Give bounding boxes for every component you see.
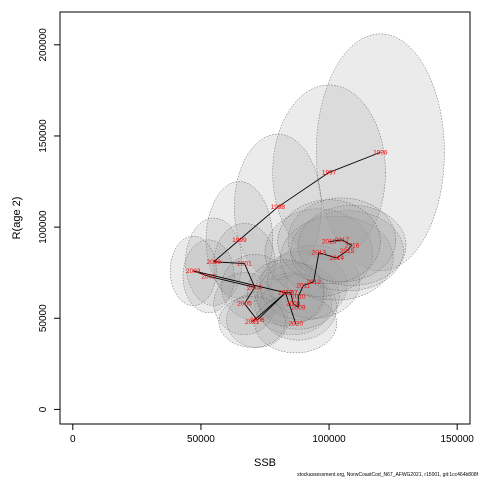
year-label-2012: 2012: [306, 279, 321, 286]
y-axis: 0 50000 100000 150000 200000: [38, 28, 61, 412]
footer-credit: stockassessment.org, NorwCoastCod_N67_AF…: [297, 472, 478, 478]
segment-2012-2013: [313, 252, 320, 282]
segment-2014-2015: [336, 250, 348, 259]
y-tick-label: 150000: [38, 119, 49, 153]
year-label-2009: 2009: [291, 304, 306, 311]
year-label-2017: 2017: [335, 237, 350, 244]
segment-2015-2016: [346, 245, 353, 252]
year-label-2007: 2007: [283, 290, 298, 297]
year-label-2000: 2000: [207, 259, 222, 266]
year-label-2005: 2005: [237, 301, 252, 308]
segment-2008-2009: [292, 303, 299, 308]
segment-2002-2004: [208, 275, 255, 288]
y-axis-title: R(age 2): [11, 197, 23, 240]
trajectory-lines: [193, 151, 381, 324]
y-tick-label: 200000: [38, 28, 49, 62]
segment-2019-2020: [285, 292, 297, 324]
segment-1996-1997: [328, 151, 381, 173]
segment-2003-2019: [193, 270, 286, 294]
x-tick-label: 0: [70, 434, 76, 445]
segment-2021-2019: [251, 292, 286, 323]
year-label-2014: 2014: [330, 255, 345, 262]
y-tick-label: 50000: [38, 304, 49, 332]
year-label-2020: 2020: [289, 321, 304, 328]
confidence-ellipses: [169, 33, 445, 354]
segment-2001-2004: [244, 263, 256, 288]
x-axis: 0 50000 100000 150000: [70, 423, 475, 445]
year-label-2003: 2003: [186, 268, 201, 275]
segment-2007-2008: [290, 292, 294, 304]
year-label-1997: 1997: [322, 169, 337, 176]
year-label-2018: 2018: [322, 239, 337, 246]
year-label-1999: 1999: [232, 237, 247, 244]
segment-1998-1999: [239, 206, 279, 241]
segment-2013-2014: [318, 252, 337, 259]
year-label-1998: 1998: [271, 204, 286, 211]
segment-2004-2005: [244, 287, 256, 304]
year-label-2021: 2021: [245, 319, 260, 326]
year-label-2015: 2015: [340, 248, 355, 255]
segment-1997-1998: [277, 172, 330, 208]
x-axis-title: SSB: [254, 457, 276, 469]
segment-2011-2012: [303, 281, 314, 286]
x-tick-label: 150000: [441, 434, 475, 445]
year-label-2001: 2001: [237, 261, 252, 268]
y-tick-label: 100000: [38, 210, 49, 244]
segment-2016-2017: [341, 239, 353, 246]
y-tick-label: 0: [38, 406, 49, 412]
segment-1999-2000: [213, 239, 240, 263]
year-label-2002: 2002: [201, 273, 216, 280]
x-tick-label: 50000: [187, 434, 215, 445]
segment-2000-2001: [213, 261, 245, 265]
year-label-2019: 2019: [278, 290, 293, 297]
year-label-2010: 2010: [291, 293, 306, 300]
year-label-2013: 2013: [312, 250, 327, 257]
year-label-2011: 2011: [296, 282, 310, 289]
year-label-2004: 2004: [248, 284, 263, 291]
year-label-2006: 2006: [250, 317, 265, 324]
x-tick-label: 100000: [312, 434, 346, 445]
year-label-2016: 2016: [345, 242, 360, 249]
segment-2017-2018: [328, 239, 342, 243]
year-label-2008: 2008: [286, 301, 301, 308]
year-label-1996: 1996: [373, 149, 388, 156]
segment-2005-2006: [244, 303, 258, 321]
segment-2010-2011: [297, 285, 304, 297]
